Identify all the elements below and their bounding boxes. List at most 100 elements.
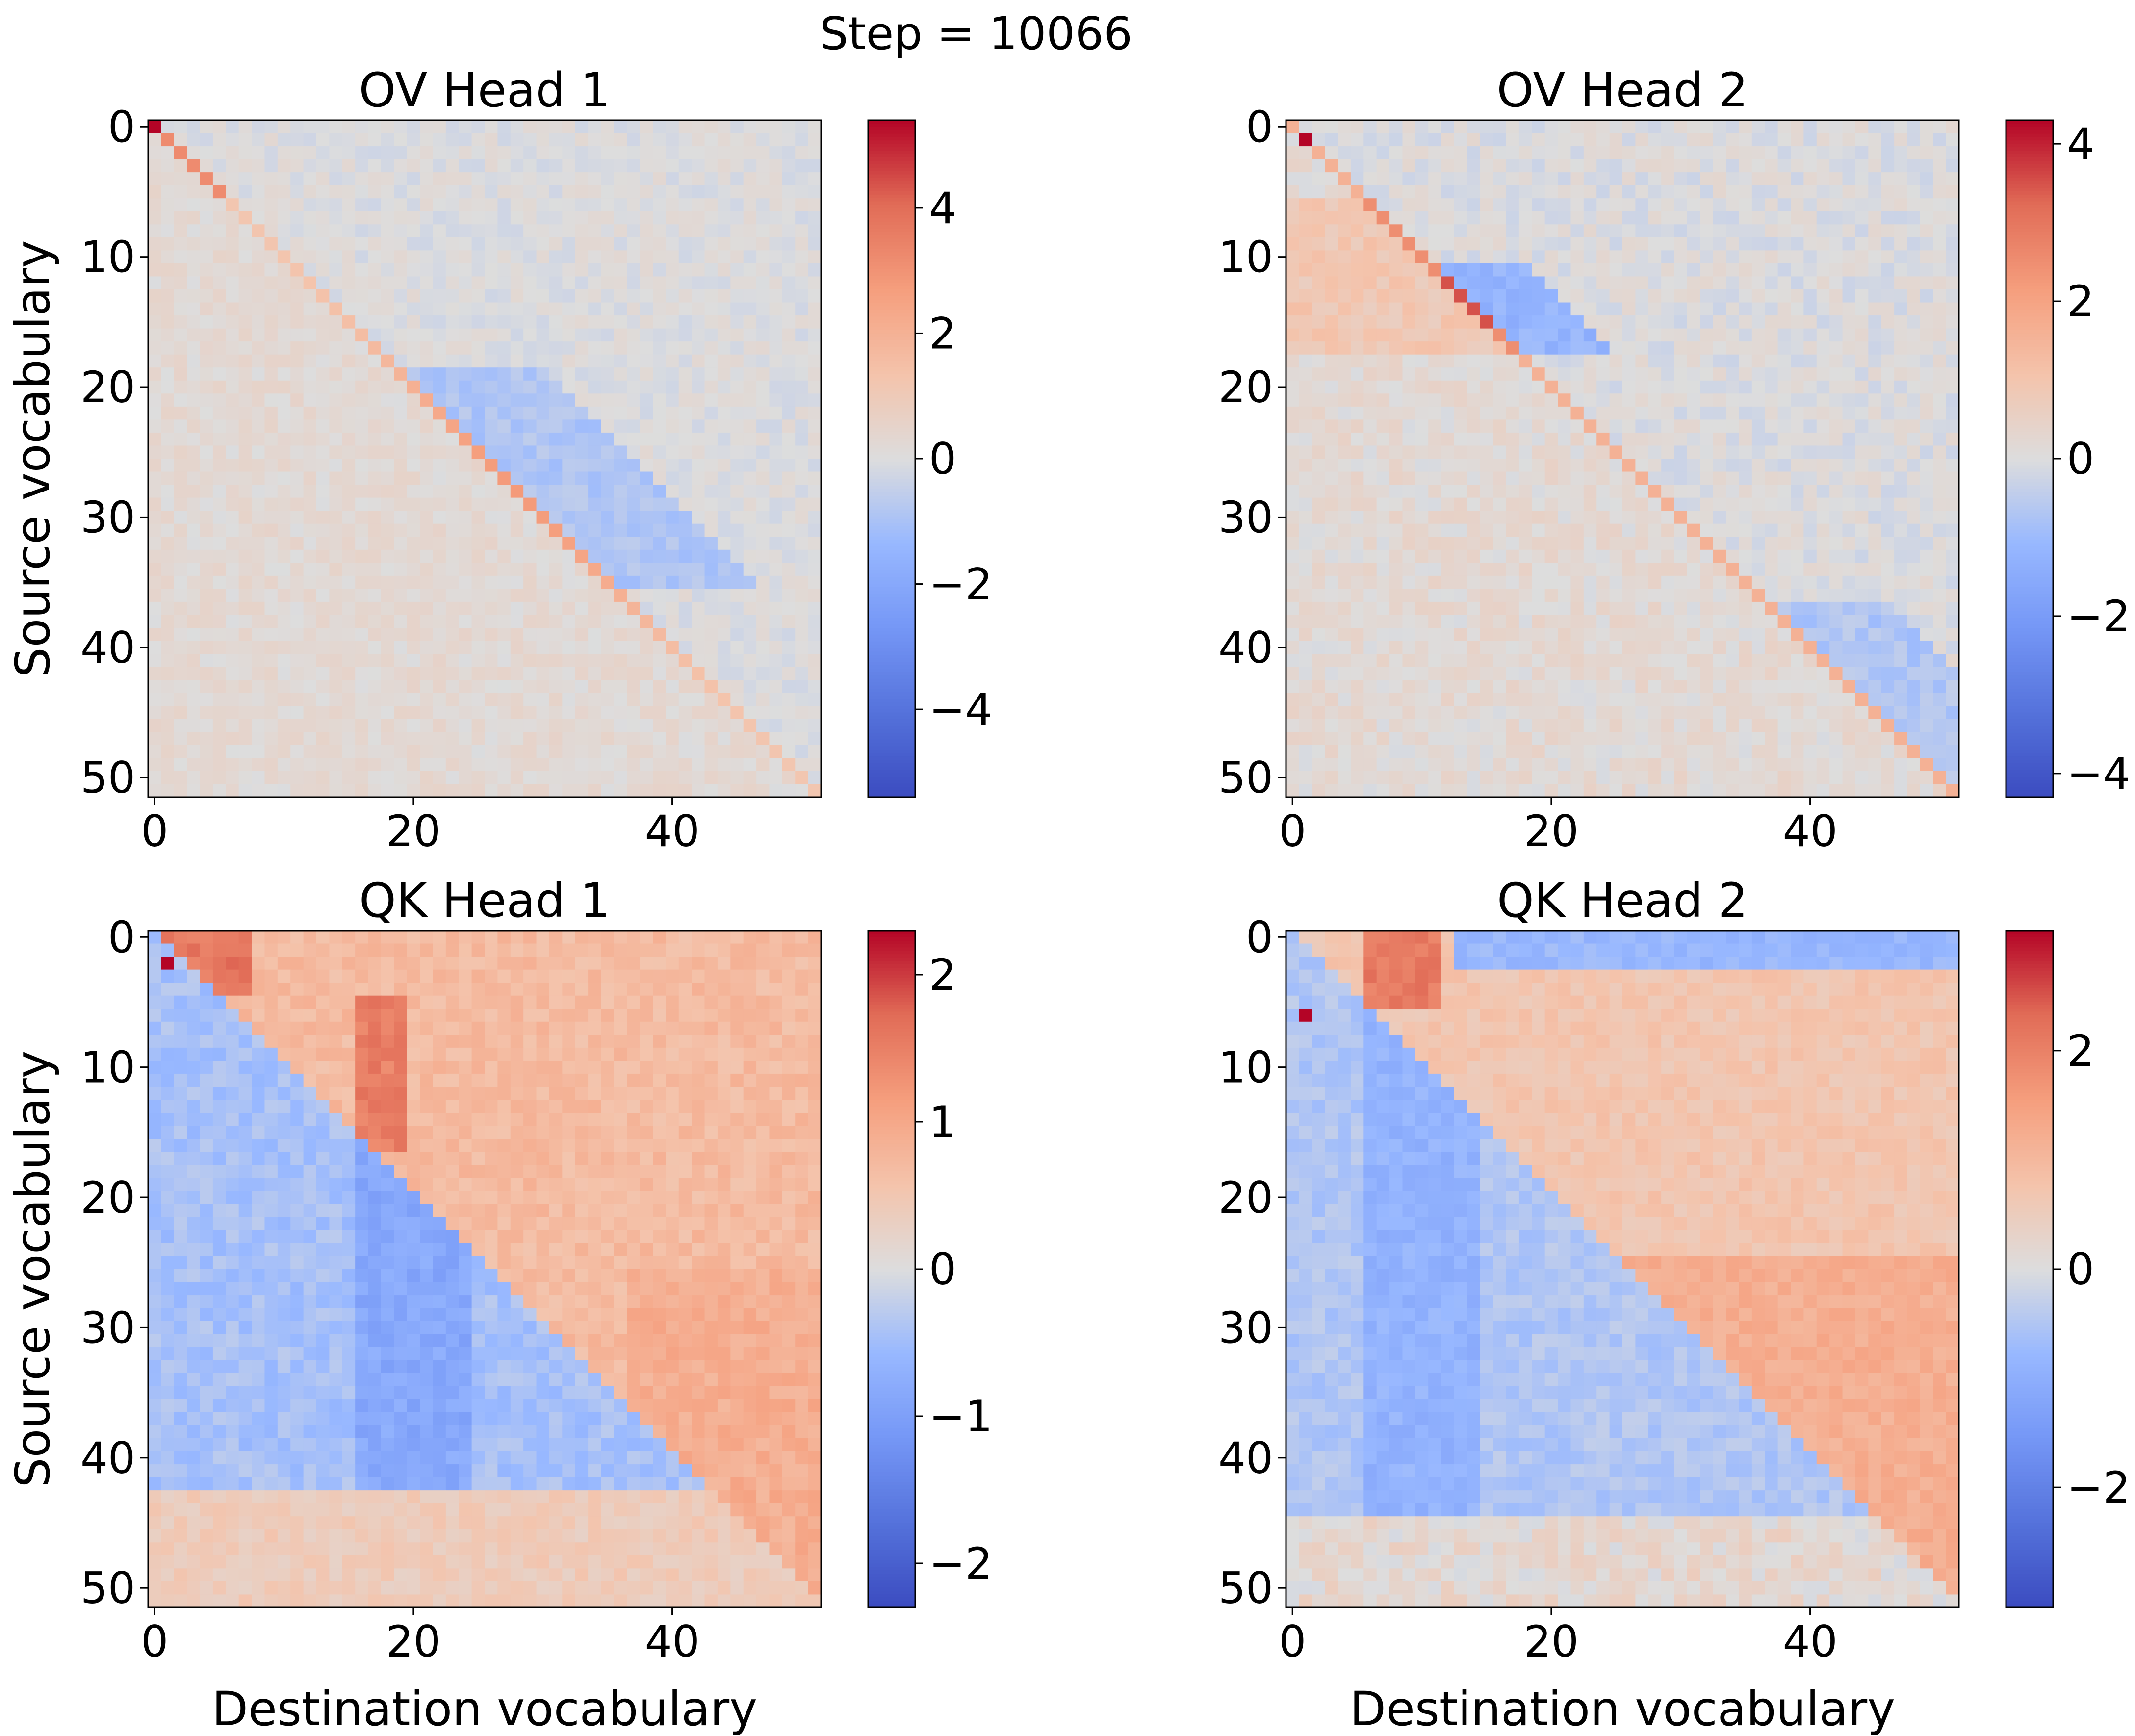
heatmap-cell	[1506, 511, 1519, 524]
heatmap-cell	[445, 706, 459, 720]
heatmap-cell	[1428, 185, 1442, 199]
heatmap-cell	[252, 732, 265, 746]
heatmap-cell	[1842, 224, 1856, 238]
heatmap-cell	[1791, 445, 1804, 459]
heatmap-cell	[1363, 406, 1377, 420]
heatmap-cell	[562, 250, 576, 264]
heatmap-cell	[640, 120, 653, 134]
heatmap-cell	[510, 393, 524, 407]
heatmap-cell	[1402, 211, 1416, 225]
heatmap-cell	[355, 159, 369, 173]
heatmap-cell	[1415, 146, 1429, 160]
heatmap-cell	[640, 276, 653, 290]
heatmap-cell	[1635, 159, 1649, 173]
heatmap-cell	[510, 563, 524, 576]
heatmap-cell	[1881, 380, 1895, 394]
heatmap-cell	[1829, 615, 1843, 628]
heatmap-cell	[1338, 237, 1351, 251]
heatmap-cell	[226, 354, 239, 368]
heatmap-cell	[1609, 432, 1623, 446]
heatmap-cell	[1803, 589, 1817, 602]
heatmap-cell	[264, 471, 278, 485]
heatmap-cell	[1622, 367, 1636, 381]
heatmap-cell	[187, 615, 201, 628]
heatmap-cell	[562, 211, 576, 225]
heatmap-cell	[562, 497, 576, 511]
heatmap-cell	[368, 654, 382, 668]
heatmap-cell	[1325, 537, 1338, 550]
heatmap-cell	[497, 575, 511, 589]
heatmap-cell	[316, 537, 330, 550]
heatmap-cell	[510, 276, 524, 290]
heatmap-cell	[678, 459, 692, 472]
heatmap-cell	[316, 654, 330, 668]
heatmap-cell	[1467, 406, 1481, 420]
heatmap-cell	[368, 406, 382, 420]
heatmap-cell	[1402, 328, 1416, 342]
heatmap-cell	[614, 771, 627, 785]
heatmap-cell	[212, 133, 226, 147]
heatmap-cell	[445, 328, 459, 342]
heatmap-cell	[1389, 563, 1403, 576]
heatmap-cell	[252, 601, 265, 616]
heatmap-cell	[1739, 133, 1752, 147]
heatmap-cell	[303, 680, 317, 694]
heatmap-cell	[1868, 328, 1882, 342]
colorbar-segment	[868, 238, 915, 243]
heatmap-cell	[1842, 263, 1856, 277]
heatmap-cell	[1920, 198, 1933, 212]
heatmap-cell	[653, 706, 666, 720]
heatmap-cell	[1687, 146, 1700, 160]
heatmap-cell	[549, 745, 563, 758]
heatmap-cell	[1751, 315, 1765, 329]
heatmap-cell	[342, 393, 356, 407]
heatmap-cell	[200, 354, 213, 368]
heatmap-cell	[485, 641, 498, 654]
heatmap-cell	[252, 615, 265, 628]
heatmap-cell	[1532, 263, 1545, 277]
heatmap-cell	[1674, 146, 1688, 160]
heatmap-cell	[1415, 120, 1429, 134]
heatmap-cell	[355, 575, 369, 589]
heatmap-cell	[692, 380, 705, 394]
heatmap-cell	[420, 459, 434, 472]
heatmap-cell	[1765, 393, 1778, 407]
heatmap-cell	[252, 537, 265, 550]
heatmap-cell	[1791, 198, 1804, 212]
heatmap-cell	[1389, 237, 1403, 251]
heatmap-cell	[1751, 575, 1765, 589]
heatmap-cell	[782, 485, 796, 498]
heatmap-cell	[368, 732, 382, 746]
heatmap-cell	[1583, 459, 1597, 472]
heatmap-cell	[666, 276, 679, 290]
heatmap-cell	[1803, 354, 1817, 368]
heatmap-cell	[1493, 537, 1507, 550]
heatmap-cell	[1454, 523, 1467, 537]
heatmap-cell	[290, 237, 304, 251]
colorbar-segment	[868, 435, 915, 439]
heatmap-cell	[1415, 224, 1429, 238]
heatmap-cell	[174, 497, 187, 511]
heatmap-cell	[795, 485, 809, 498]
heatmap-cell	[355, 758, 369, 772]
heatmap-cell	[187, 198, 201, 212]
heatmap-cell	[588, 693, 602, 706]
heatmap-cell	[1803, 211, 1817, 225]
heatmap-cell	[1635, 237, 1649, 251]
heatmap-cell	[212, 380, 226, 394]
heatmap-cell	[640, 601, 653, 616]
heatmap-cell	[627, 159, 641, 173]
heatmap-cell	[692, 497, 705, 511]
heatmap-cell	[1518, 237, 1532, 251]
heatmap-cell	[1687, 563, 1700, 576]
heatmap-cell	[1480, 250, 1493, 264]
heatmap-cell	[769, 497, 783, 511]
heatmap-cell	[1506, 302, 1519, 316]
heatmap-cell	[238, 549, 252, 563]
heatmap-cell	[1739, 615, 1752, 628]
heatmap-cell	[1428, 211, 1442, 225]
heatmap-cell	[1609, 575, 1623, 589]
heatmap-cell	[1570, 289, 1584, 303]
heatmap-cell	[200, 328, 213, 342]
heatmap-cell	[433, 589, 446, 602]
